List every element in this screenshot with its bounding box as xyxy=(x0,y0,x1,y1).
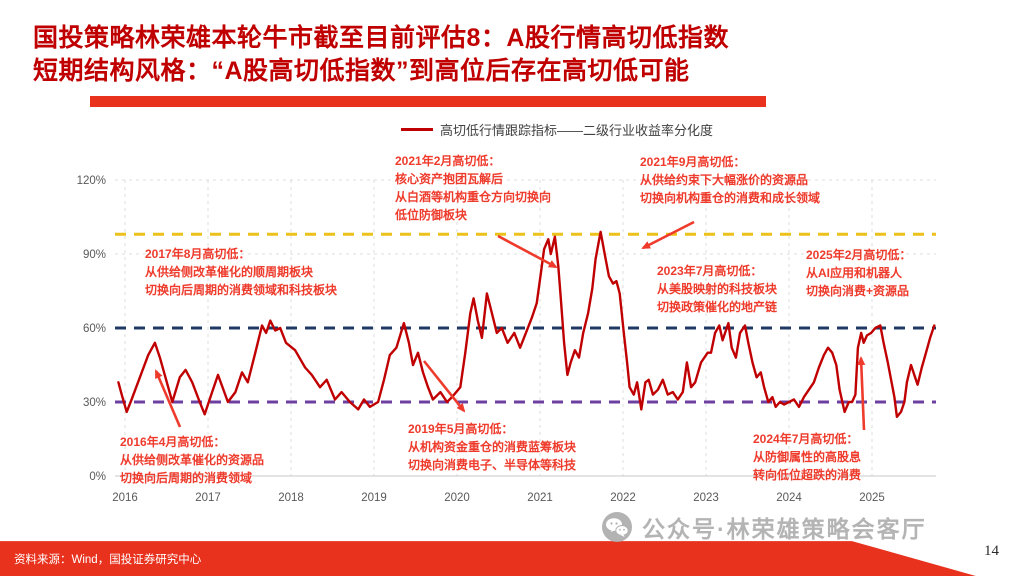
page-number: 14 xyxy=(984,543,999,559)
annotation-arrow-2021-02 xyxy=(497,234,558,269)
legend-line-swatch xyxy=(401,128,433,131)
source-note: 资料来源：Wind，国投证券研究中心 xyxy=(14,554,202,566)
x-axis-tick: 2018 xyxy=(278,492,304,504)
legend-label: 高切低行情跟踪指标——二级行业收益率分化度 xyxy=(440,123,714,138)
watermark: 公众号·林荣雄策略会客厅 xyxy=(601,510,927,544)
wechat-icon xyxy=(602,512,632,542)
y-axis-tick: 0% xyxy=(89,471,106,483)
x-axis-tick: 2020 xyxy=(444,492,470,504)
x-axis-tick: 2025 xyxy=(859,492,885,504)
x-axis-tick: 2017 xyxy=(195,492,221,504)
annotation-arrow-2016-04 xyxy=(154,369,182,428)
chart-legend: 高切低行情跟踪指标——二级行业收益率分化度 xyxy=(401,120,713,139)
y-axis-tick: 60% xyxy=(83,323,106,335)
y-axis-tick: 90% xyxy=(83,249,106,261)
x-axis-tick: 2024 xyxy=(776,492,802,504)
page-title: 国投策略林荣雄本轮牛市截至目前评估8：A股行情高切低指数 短期结构风格：“A股高… xyxy=(33,22,729,88)
x-axis-tick: 2016 xyxy=(112,492,138,504)
annotation-arrow-2019-05 xyxy=(422,360,466,413)
title-underline-bar xyxy=(90,96,766,107)
y-axis-tick: 30% xyxy=(83,397,106,409)
x-axis-tick: 2019 xyxy=(361,492,387,504)
x-axis-tick: 2022 xyxy=(610,492,636,504)
annotation-arrow-2024-07 xyxy=(857,356,866,431)
y-axis-tick: 120% xyxy=(77,175,106,187)
index-line-series xyxy=(117,230,936,418)
title-line-2: 短期结构风格：“A股高切低指数”到高位后存在高切低可能 xyxy=(33,57,690,85)
annotation-arrow-2021-09 xyxy=(641,220,695,250)
x-axis-tick: 2023 xyxy=(693,492,719,504)
footer-banner xyxy=(0,541,976,576)
title-line-1: 国投策略林荣雄本轮牛市截至目前评估8：A股行情高切低指数 xyxy=(33,24,729,52)
x-axis-tick: 2021 xyxy=(527,492,553,504)
watermark-text: 公众号·林荣雄策略会客厅 xyxy=(642,516,927,542)
